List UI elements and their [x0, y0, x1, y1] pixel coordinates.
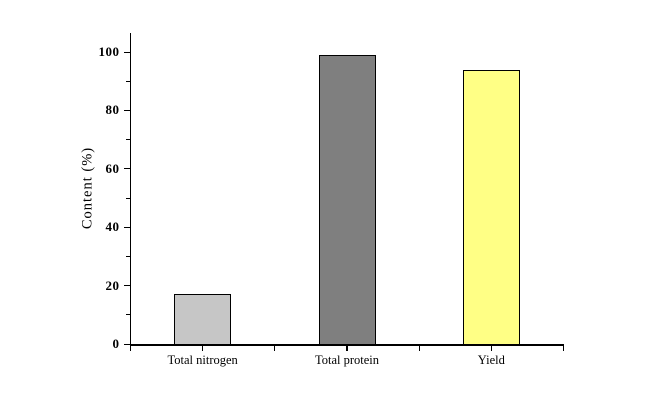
y-tick-label: 80 [105, 102, 120, 118]
bar-total-nitrogen [174, 293, 232, 345]
y-tick-label: 60 [105, 160, 120, 176]
y-axis-title: Content (%) [79, 146, 96, 230]
x-category-label: Total nitrogen [167, 353, 238, 367]
x-tick [274, 345, 276, 351]
y-tick-label: 40 [105, 219, 120, 235]
y-tick-label: 100 [98, 44, 120, 59]
y-axis-line [129, 33, 132, 346]
y-major-tick [123, 109, 130, 112]
y-major-tick [123, 285, 130, 287]
y-major-tick [123, 51, 130, 53]
y-minor-tick [126, 314, 130, 316]
bar-total-protein [318, 55, 376, 345]
y-major-tick [123, 168, 130, 170]
bar-yield [462, 70, 520, 345]
x-category-label: Total protein [314, 353, 380, 367]
y-major-tick [123, 226, 130, 228]
x-category-label: Yield [477, 353, 505, 367]
x-tick [490, 345, 492, 351]
x-tick [562, 345, 565, 351]
y-major-tick [123, 343, 130, 345]
y-minor-tick [126, 197, 130, 199]
y-minor-tick [126, 255, 130, 257]
x-tick [202, 345, 204, 351]
x-tick [418, 345, 420, 351]
y-tick-label: 20 [105, 277, 120, 293]
x-tick [346, 345, 348, 351]
y-tick-label: 0 [112, 336, 120, 351]
y-minor-tick [126, 139, 130, 141]
x-tick [129, 345, 132, 351]
y-minor-tick [126, 80, 130, 82]
